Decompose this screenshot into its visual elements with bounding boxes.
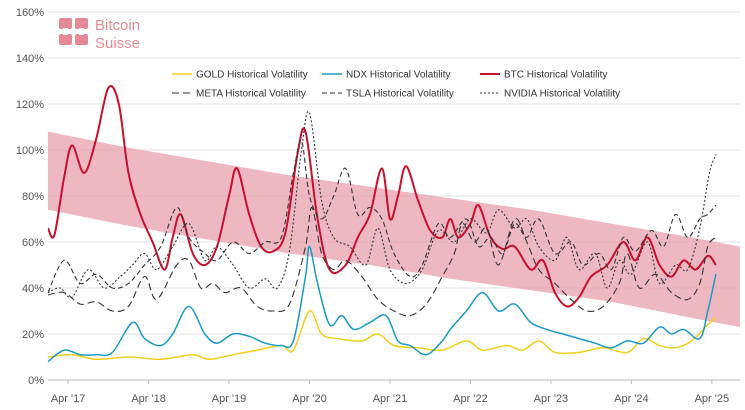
x-tick-label: Apr '17 xyxy=(51,393,86,405)
series-line-btc xyxy=(48,85,717,308)
legend-label: GOLD Historical Volatility xyxy=(196,70,308,81)
x-tick-label: Apr '23 xyxy=(534,393,569,405)
axis-layer: 0% 20% 40% 60% 80% 100% 120% 140% 160% Apr '17 Apr… xyxy=(16,7,740,405)
series-line-ndx xyxy=(48,245,717,363)
y-tick-label: 20% xyxy=(22,329,44,341)
x-tick-label: Apr '22 xyxy=(453,393,488,405)
series-line-nvidia xyxy=(48,110,717,299)
logo-text-line2: Suisse xyxy=(95,35,140,52)
y-tick-label: 60% xyxy=(22,237,44,249)
series-line-gold xyxy=(48,310,717,361)
x-tick-label: Apr '25 xyxy=(695,393,730,405)
x-tick-label: Apr '24 xyxy=(614,393,649,405)
x-tick-label: Apr '20 xyxy=(292,393,327,405)
volatility-band xyxy=(48,131,740,328)
bitcoin-suisse-logo: Bitcoin Suisse xyxy=(59,17,140,52)
logo-text-line1: Bitcoin xyxy=(95,17,140,34)
y-tick-label: 160% xyxy=(16,7,44,19)
x-tick-label: Apr '18 xyxy=(131,393,166,405)
legend-label: NVIDIA Historical Volatility xyxy=(504,89,620,100)
legend: GOLD Historical Volatility NDX Historical… xyxy=(172,70,620,100)
series-layer xyxy=(48,85,717,363)
legend-label: TSLA Historical Volatility xyxy=(346,89,454,100)
y-tick-label: 80% xyxy=(22,191,44,203)
x-tick-label: Apr '21 xyxy=(373,393,408,405)
series-line-meta xyxy=(48,206,717,317)
legend-label: META Historical Volatility xyxy=(196,89,306,100)
y-tick-label: 0% xyxy=(28,375,44,387)
y-tick-label: 100% xyxy=(16,145,44,157)
logo-mark-icon xyxy=(59,18,88,45)
legend-label: BTC Historical Volatility xyxy=(504,70,607,81)
series-line-tsla xyxy=(48,139,717,293)
y-tick-label: 140% xyxy=(16,53,44,65)
x-tick-label: Apr '19 xyxy=(212,393,247,405)
band-layer xyxy=(48,131,740,328)
y-tick-label: 120% xyxy=(16,99,44,111)
legend-label: NDX Historical Volatility xyxy=(346,70,450,81)
y-tick-label: 40% xyxy=(22,283,44,295)
